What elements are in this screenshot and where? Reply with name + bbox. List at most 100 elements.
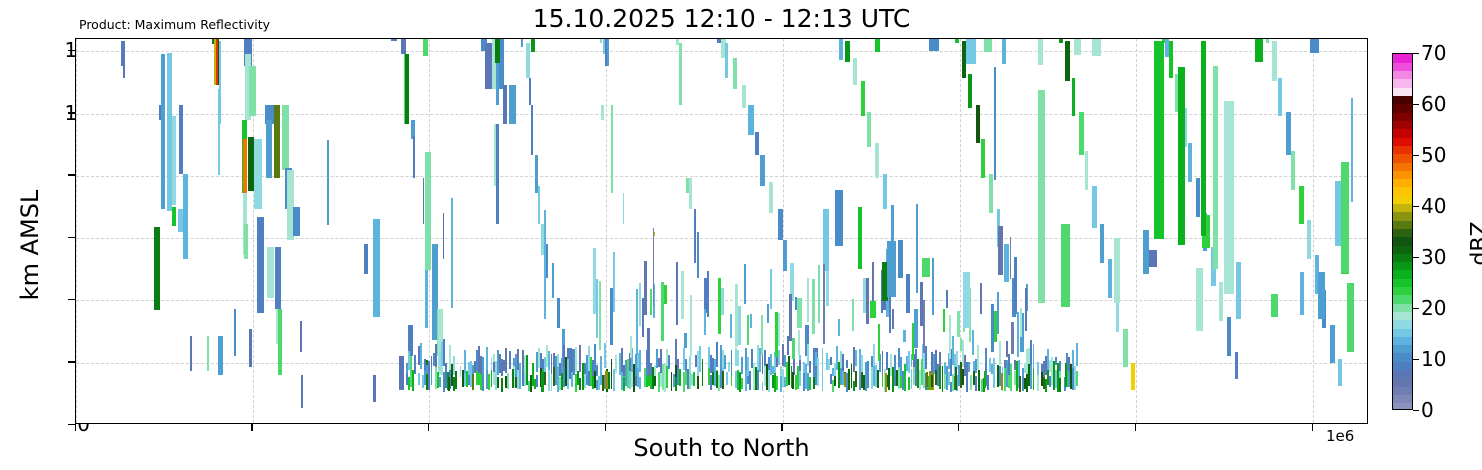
colorbar-band	[1393, 311, 1412, 321]
reflectivity-cell	[405, 363, 408, 385]
reflectivity-cell	[482, 367, 485, 392]
reflectivity-cell	[858, 361, 861, 391]
reflectivity-cell	[1024, 363, 1027, 373]
reflectivity-cell	[778, 208, 784, 240]
reflectivity-cell	[951, 335, 954, 360]
reflectivity-cell	[675, 39, 679, 45]
reflectivity-cell	[480, 39, 487, 51]
reflectivity-cell	[644, 260, 647, 316]
reflectivity-cell	[949, 382, 952, 392]
reflectivity-cell	[682, 347, 685, 371]
reflectivity-cell	[1055, 370, 1058, 389]
reflectivity-cell	[960, 361, 963, 389]
reflectivity-cell	[689, 355, 692, 372]
reflectivity-cell	[1014, 256, 1017, 315]
reflectivity-cell	[488, 373, 491, 390]
reflectivity-cell	[1092, 185, 1097, 229]
reflectivity-cell	[685, 359, 687, 386]
reflectivity-cell	[581, 363, 584, 390]
reflectivity-cell	[749, 314, 752, 328]
reflectivity-cell	[873, 343, 876, 366]
reflectivity-cell	[1219, 282, 1223, 321]
reflectivity-cell	[571, 361, 574, 387]
reflectivity-cell	[1350, 98, 1353, 203]
reflectivity-cell	[1018, 376, 1021, 392]
reflectivity-cell	[784, 355, 787, 367]
reflectivity-cell	[612, 368, 615, 392]
reflectivity-cell	[281, 104, 289, 171]
colorbar-band	[1393, 87, 1412, 97]
colorbar[interactable]	[1392, 53, 1413, 410]
reflectivity-cell	[275, 247, 281, 310]
colorbar-tick-label-50: 50	[1421, 143, 1447, 167]
reflectivity-cell	[473, 360, 476, 373]
reflectivity-cell	[831, 367, 834, 376]
reflectivity-cell	[980, 378, 983, 392]
reflectivity-cell	[567, 359, 570, 389]
reflectivity-cell	[1044, 355, 1047, 375]
reflectivity-cell	[754, 131, 759, 155]
reflectivity-cell	[1347, 283, 1355, 352]
reflectivity-cell	[806, 277, 809, 322]
reflectivity-cell	[179, 104, 184, 175]
reflectivity-cell	[844, 373, 847, 388]
reflectivity-cell	[635, 353, 638, 376]
reflectivity-cell	[1195, 177, 1201, 217]
colorbar-band	[1393, 278, 1412, 288]
reflectivity-cell	[658, 372, 661, 392]
reflectivity-cell	[696, 232, 699, 279]
reflectivity-cell	[1032, 343, 1035, 369]
reflectivity-cell	[817, 264, 821, 324]
reflectivity-cell	[1022, 376, 1025, 392]
reflectivity-cell	[438, 351, 441, 370]
reflectivity-cell	[721, 371, 724, 390]
reflectivity-cell	[512, 369, 515, 388]
x-axis-offset-text: 1e6	[1326, 427, 1355, 445]
reflectivity-cell	[1309, 39, 1320, 54]
colorbar-band	[1393, 103, 1412, 113]
reflectivity-cell	[469, 367, 472, 388]
colorbar-band	[1393, 261, 1412, 271]
reflectivity-cell	[693, 371, 696, 386]
reflectivity-cell	[956, 374, 958, 392]
reflectivity-cell	[550, 353, 553, 374]
reflectivity-cell	[972, 360, 975, 371]
reflectivity-cell	[1330, 324, 1335, 364]
reflectivity-cell	[1212, 66, 1219, 269]
gridline-vertical	[252, 39, 255, 423]
reflectivity-cell	[431, 243, 439, 341]
y-tick-mark	[68, 174, 75, 176]
reflectivity-cell	[747, 357, 749, 377]
reflectivity-cell	[535, 154, 538, 194]
reflectivity-cell	[400, 39, 406, 55]
reflectivity-cell	[807, 372, 809, 392]
reflectivity-cell	[730, 367, 733, 386]
reflectivity-cell	[962, 340, 965, 367]
reflectivity-cell	[583, 371, 586, 388]
reflectivity-cell	[815, 370, 818, 385]
reflectivity-cell	[608, 371, 611, 390]
plot-area[interactable]	[75, 38, 1368, 424]
reflectivity-cell	[997, 225, 1003, 275]
reflectivity-cell	[293, 206, 300, 236]
reflectivity-cell	[215, 39, 218, 86]
reflectivity-cell	[432, 353, 435, 366]
reflectivity-cell	[962, 368, 965, 386]
reflectivity-cell	[809, 361, 812, 373]
reflectivity-cell	[664, 363, 667, 393]
reflectivity-cell	[556, 297, 560, 329]
reflectivity-cell	[531, 39, 536, 52]
reflectivity-cell	[797, 297, 802, 329]
colorbar-band	[1393, 344, 1412, 354]
reflectivity-cell	[664, 285, 667, 304]
reflectivity-cell	[1076, 342, 1078, 367]
reflectivity-cell	[476, 349, 478, 371]
reflectivity-cell	[278, 309, 283, 375]
colorbar-tick-mark	[1413, 256, 1419, 258]
reflectivity-cell	[898, 347, 901, 368]
reflectivity-cell	[778, 313, 781, 346]
reflectivity-cell	[455, 370, 458, 390]
reflectivity-cell	[639, 349, 642, 372]
reflectivity-cell	[864, 362, 867, 391]
reflectivity-cell	[639, 376, 642, 390]
